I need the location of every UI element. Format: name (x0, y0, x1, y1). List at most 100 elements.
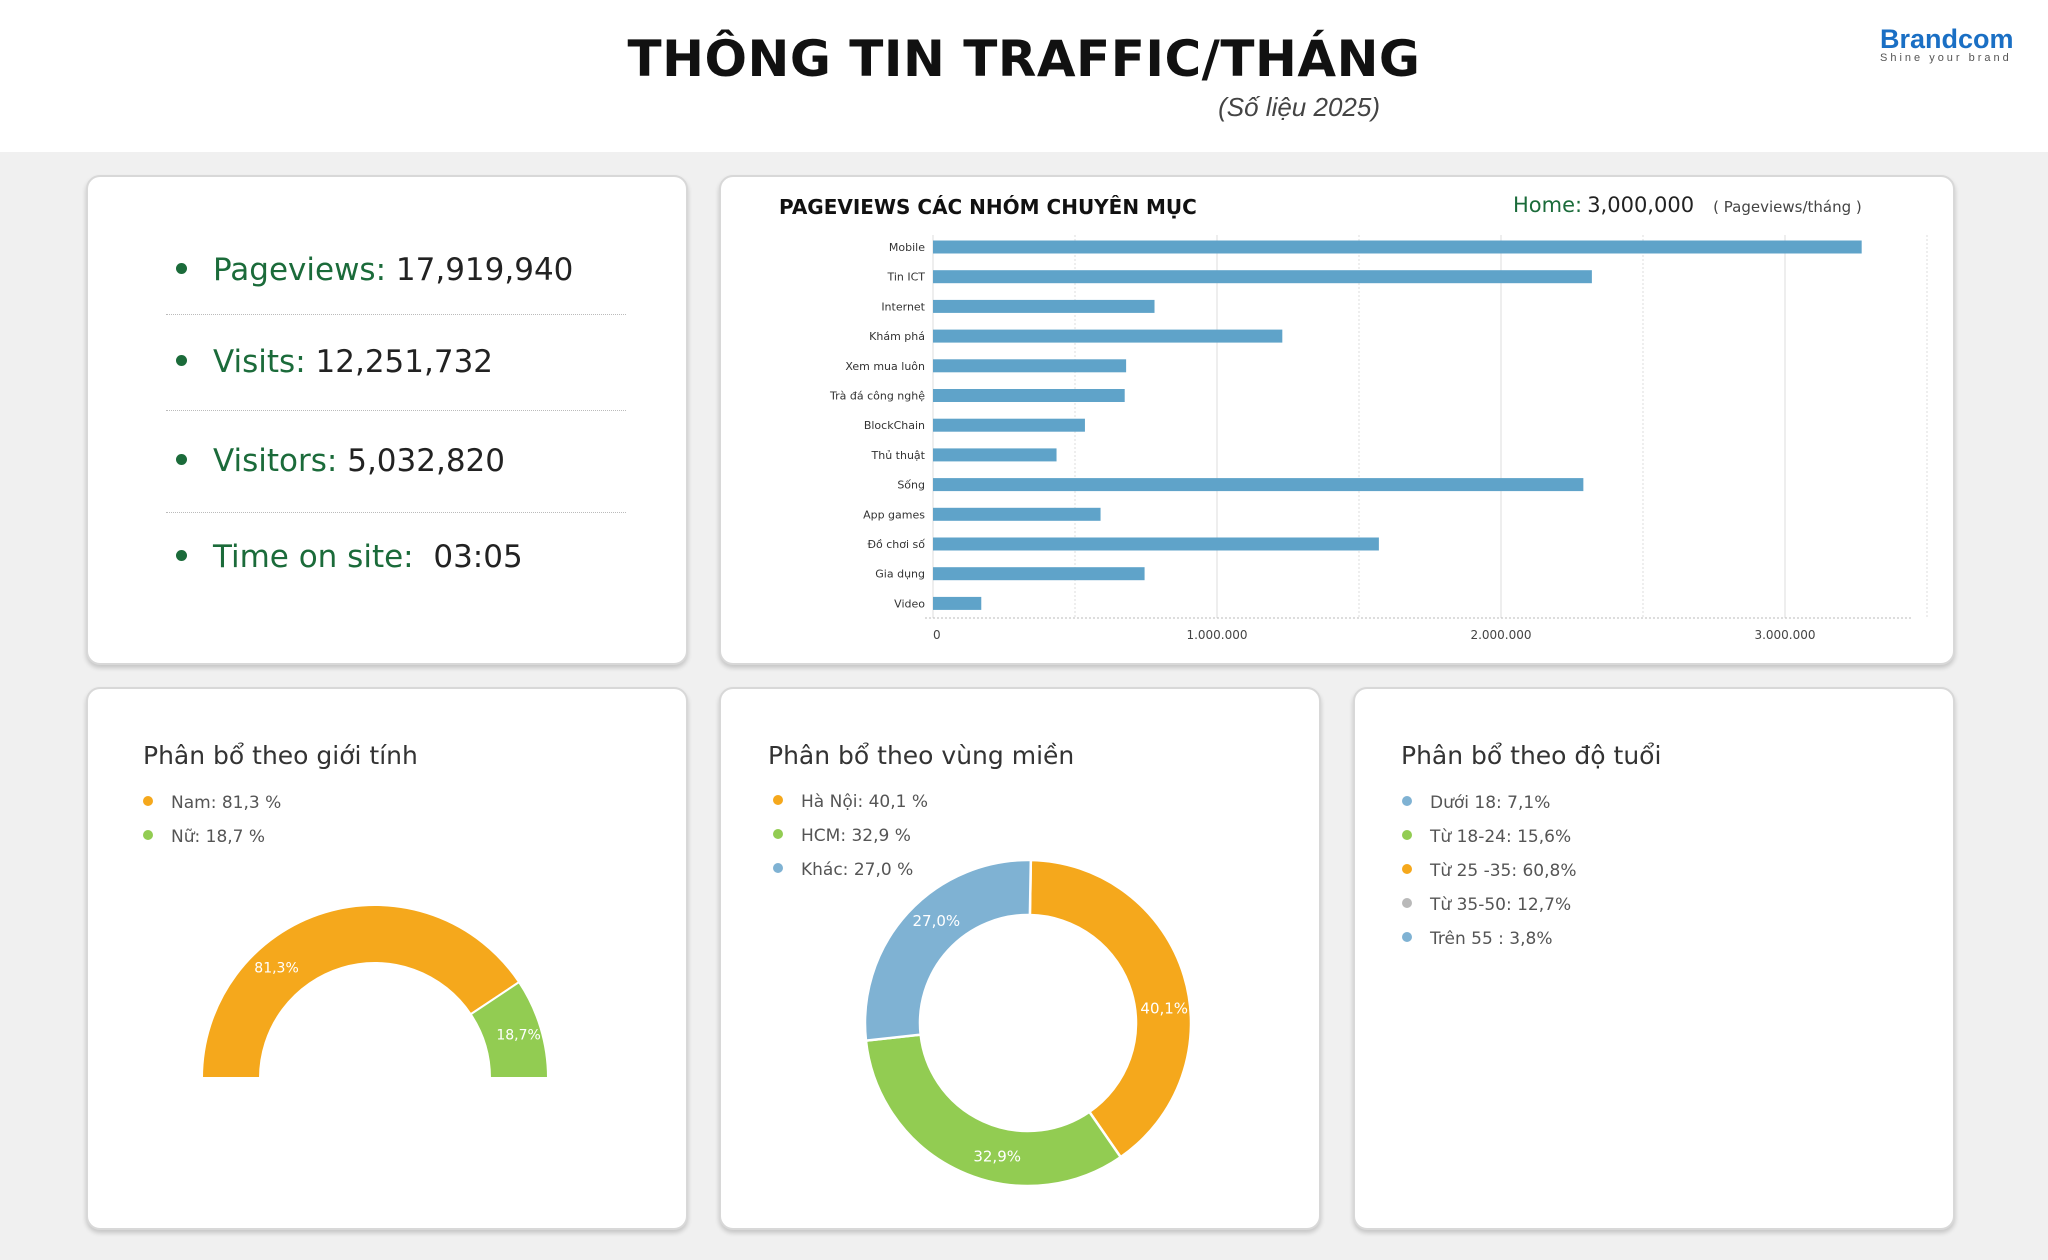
legend-label: Hà Nội: 40,1 % (801, 792, 928, 812)
page-title: THÔNG TIN TRAFFIC/THÁNG (627, 30, 1421, 88)
logo-name: Brandcom (1880, 24, 2020, 54)
bar (933, 596, 982, 610)
x-tick-label: 1.000.000 (1186, 628, 1247, 642)
legend-swatch (1402, 796, 1412, 806)
divider (166, 314, 626, 315)
region-slice (864, 1033, 1123, 1188)
region-slice (1028, 858, 1193, 1159)
page-subtitle: (Số liệu 2025) (1218, 92, 1380, 122)
stat-pageviews: Pageviews: 17,919,940 (176, 252, 573, 288)
logo-tagline: Shine your brand (1880, 52, 2012, 64)
legend-item-25-35: Từ 25 -35: 60,8% (1402, 854, 1577, 888)
age-legend: Dưới 18: 7,1% Từ 18-24: 15,6% Từ 25 -35:… (1402, 786, 1577, 956)
legend-swatch (773, 795, 783, 805)
stat-label: Visits: (213, 344, 306, 380)
bar-category-label: Video (894, 597, 925, 610)
age-title: Phân bổ theo độ tuổi (1401, 741, 1662, 770)
stat-time-on-site: Time on site: 03:05 (176, 539, 523, 575)
legend-label: Từ 35-50: 12,7% (1430, 895, 1572, 915)
legend-label: Nữ: 18,7 % (171, 827, 266, 847)
gender-half-donut-chart: 81,3% 18,7% (200, 904, 550, 1079)
bar (933, 507, 1101, 521)
legend-item-under-18: Dưới 18: 7,1% (1402, 786, 1577, 820)
legend-item-over-55: Trên 55 : 3,8% (1402, 922, 1577, 956)
stats-card: Pageviews: 17,919,940 Visits: 12,251,732… (86, 175, 688, 665)
bar (933, 418, 1085, 432)
logo-text: Brandcom (1880, 24, 2014, 54)
bullet-icon (176, 454, 187, 465)
legend-item-hcm: HCM: 32,9 % (773, 819, 928, 853)
legend-swatch (143, 830, 153, 840)
legend-swatch (143, 796, 153, 806)
unit-note: ( Pageviews/tháng ) (1713, 198, 1862, 216)
stat-label: Time on site: (213, 539, 414, 575)
legend-label: Nam: 81,3 % (171, 793, 282, 813)
bar-category-label: BlockChain (864, 419, 925, 432)
stat-value: 12,251,732 (315, 344, 494, 380)
region-slice-label: 32,9% (973, 1147, 1021, 1165)
bar (933, 537, 1379, 551)
stat-label: Pageviews: (213, 252, 387, 288)
pageviews-bar-chart: Mobile Tin ICT Internet Khám phá Xem mua luô… (829, 235, 1928, 642)
bar-category-label: Đồ chơi số (867, 538, 925, 551)
legend-label: Dưới 18: 7,1% (1430, 793, 1551, 813)
bar (933, 359, 1127, 373)
legend-swatch (773, 829, 783, 839)
legend-swatch (1402, 830, 1412, 840)
x-tick-label: 0 (933, 628, 941, 642)
legend-label: Trên 55 : 3,8% (1430, 929, 1553, 949)
chart-title: PAGEVIEWS CÁC NHÓM CHUYÊN MỤC (779, 195, 1197, 219)
bullet-icon (176, 550, 187, 561)
gender-slice-label: 81,3% (254, 961, 298, 977)
gender-title: Phân bổ theo giới tính (143, 741, 418, 770)
bar-category-label: Sống (897, 479, 925, 492)
legend-swatch (773, 863, 783, 873)
legend-label: Từ 18-24: 15,6% (1430, 827, 1572, 847)
bullet-icon (176, 355, 187, 366)
home-value: 3,000,000 (1587, 193, 1695, 217)
age-card: Phân bổ theo độ tuổi Dưới 18: 7,1% Từ 18… (1353, 687, 1955, 1230)
bar (933, 329, 1283, 343)
divider (166, 410, 626, 411)
home-label: Home: (1513, 193, 1583, 217)
pageviews-chart-card: PAGEVIEWS CÁC NHÓM CHUYÊN MỤC Home: 3,00… (719, 175, 1955, 665)
bar-category-label: Trà đá công nghệ (829, 390, 925, 403)
bar (933, 270, 1592, 284)
region-card: Phân bổ theo vùng miền Hà Nội: 40,1 % HC… (719, 687, 1321, 1230)
x-tick-label: 2.000.000 (1470, 628, 1531, 642)
legend-swatch (1402, 932, 1412, 942)
legend-item-18-24: Từ 18-24: 15,6% (1402, 820, 1577, 854)
bullet-icon (176, 263, 187, 274)
bar (933, 299, 1155, 313)
region-donut-chart: 40,1% 32,9% 27,0% (863, 858, 1193, 1188)
gender-legend: Nam: 81,3 % Nữ: 18,7 % (143, 786, 281, 854)
legend-item-other: Khác: 27,0 % (773, 853, 928, 887)
legend-label: Khác: 27,0 % (801, 860, 914, 880)
region-legend: Hà Nội: 40,1 % HCM: 32,9 % Khác: 27,0 % (773, 785, 928, 887)
x-tick-label: 3.000.000 (1754, 628, 1815, 642)
legend-label: Từ 25 -35: 60,8% (1430, 861, 1577, 881)
bar (933, 478, 1584, 492)
bar-category-label: Internet (881, 300, 925, 313)
legend-item-hanoi: Hà Nội: 40,1 % (773, 785, 928, 819)
stat-visitors: Visitors: 5,032,820 (176, 443, 505, 479)
region-title: Phân bổ theo vùng miền (768, 741, 1075, 770)
stat-label: Visitors: (213, 443, 338, 479)
region-slice (863, 858, 1033, 1042)
legend-label: HCM: 32,9 % (801, 826, 911, 846)
legend-item-female: Nữ: 18,7 % (143, 820, 281, 854)
bar (933, 567, 1145, 581)
legend-item-35-50: Từ 35-50: 12,7% (1402, 888, 1577, 922)
gender-slice-label: 18,7% (496, 1028, 540, 1044)
gender-slice (200, 904, 521, 1079)
divider (166, 512, 626, 513)
stat-value: 03:05 (433, 539, 523, 575)
stat-value: 5,032,820 (347, 443, 506, 479)
bar (933, 240, 1862, 254)
home-pageviews-note: Home: 3,000,000 ( Pageviews/tháng ) (1513, 193, 1862, 217)
header: THÔNG TIN TRAFFIC/THÁNG (Số liệu 2025) B… (0, 0, 2048, 152)
bar-category-label: Khám phá (869, 330, 925, 343)
gender-slice (469, 980, 550, 1079)
bar-category-label: Mobile (889, 241, 925, 254)
bar (933, 448, 1057, 462)
